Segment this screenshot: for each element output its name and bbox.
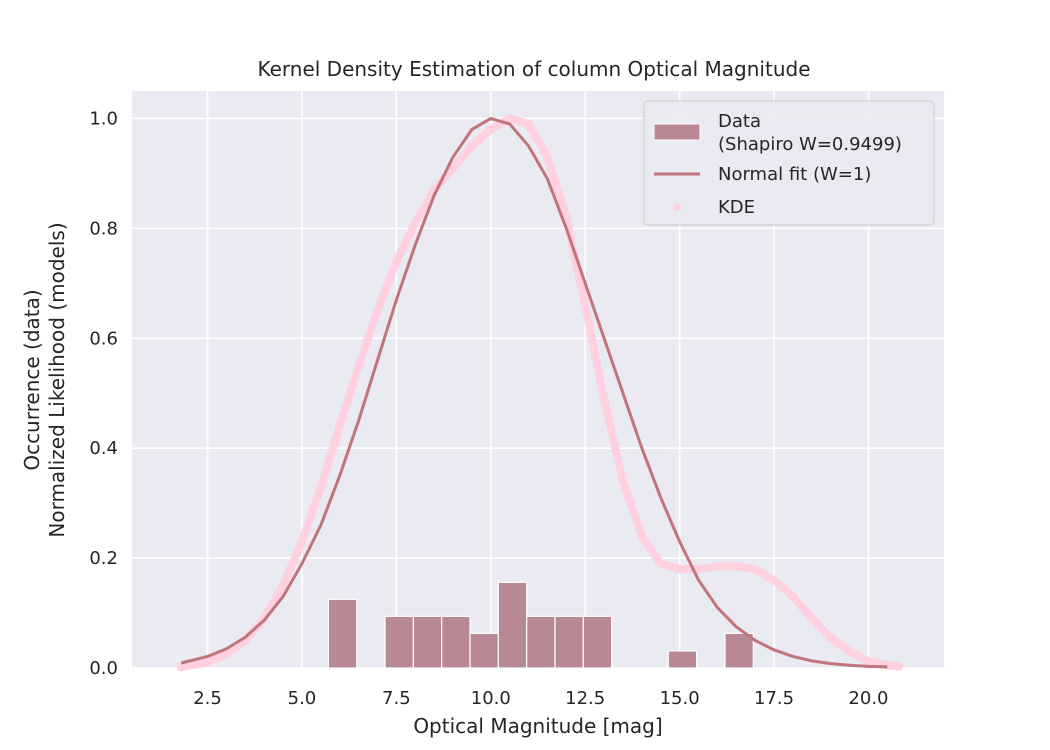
kde-point-1 <box>203 658 213 668</box>
kde-point-10 <box>372 306 382 316</box>
x-axis-title: Optical Magnitude [mag] <box>413 714 662 738</box>
y-tick-label: 0.0 <box>89 658 118 679</box>
histogram-bar-8 <box>582 615 613 669</box>
kde-point-31 <box>769 575 779 585</box>
histogram-bars <box>327 581 754 669</box>
kde-point-33 <box>807 614 817 624</box>
kde-point-23 <box>618 476 628 486</box>
kde-series <box>176 113 904 672</box>
histogram-bar-4 <box>469 632 499 669</box>
kde-point-25 <box>656 559 666 569</box>
kde-point-0 <box>176 662 186 672</box>
y-tick-label: 0.4 <box>89 438 118 459</box>
kde-point-22 <box>599 394 609 404</box>
kde-point-21 <box>580 300 590 310</box>
histogram-bar-0 <box>327 598 358 669</box>
kde-point-27 <box>694 564 704 574</box>
kde-point-36 <box>863 656 873 666</box>
kde-point-17 <box>505 113 515 123</box>
legend-histogram-swatch <box>653 123 701 141</box>
x-tick-label: 2.5 <box>193 688 222 709</box>
x-tick-label: 10.0 <box>471 688 511 709</box>
kde-point-30 <box>750 564 760 574</box>
kde-point-32 <box>788 592 798 602</box>
histogram-bar-9 <box>667 650 698 669</box>
y-tick-label: 0.8 <box>89 218 118 239</box>
kde-point-9 <box>354 361 364 371</box>
x-tick-label: 7.5 <box>382 688 411 709</box>
kde-point-16 <box>486 124 496 134</box>
kde-point-26 <box>675 564 685 574</box>
histogram-bar-2 <box>412 615 443 669</box>
kde-point-35 <box>845 647 855 657</box>
kde-point-18 <box>524 119 534 129</box>
x-tick-label: 17.5 <box>754 688 794 709</box>
y-axis-title-line-1: Occurrence (data) <box>20 289 44 470</box>
histogram-bar-10 <box>724 632 754 669</box>
kde-point-2 <box>221 649 231 659</box>
kde-point-12 <box>410 218 420 228</box>
histogram-bar-1 <box>384 615 414 669</box>
chart-title: Kernel Density Estimation of column Opti… <box>257 57 810 81</box>
histogram-bar-6 <box>526 615 556 669</box>
kde-point-14 <box>448 163 458 173</box>
y-axis-ticks: 0.0 0.2 0.4 0.6 0.8 1.0 <box>89 108 118 679</box>
legend-kde-marker <box>673 203 681 211</box>
normal-fit-line <box>180 116 888 669</box>
kde-point-24 <box>637 531 647 541</box>
kde-point-19 <box>542 152 552 162</box>
y-tick-label: 1.0 <box>89 108 118 129</box>
legend-box <box>643 100 935 226</box>
x-tick-label: 20.0 <box>848 688 888 709</box>
kde-point-28 <box>712 561 722 571</box>
kde-point-29 <box>731 561 741 571</box>
kde-point-11 <box>391 256 401 266</box>
legend-histogram-label-line-2: (Shapiro W=0.9499) <box>718 134 902 155</box>
kde-point-37 <box>882 660 892 670</box>
normal-fit-series <box>180 116 888 669</box>
y-axis-title: Occurrence (data) Normalized Likelihood … <box>20 222 69 537</box>
legend-normal-fit-label: Normal fit (W=1) <box>718 164 871 185</box>
kde-point-38 <box>894 661 904 671</box>
x-axis-ticks: 2.5 5.0 7.5 10.0 12.5 15.0 17.5 20.0 <box>193 688 888 709</box>
kde-point-7 <box>316 482 326 492</box>
kde-point-6 <box>297 537 307 547</box>
legend-kde-label: KDE <box>718 197 755 218</box>
legend-histogram-label-line-1: Data <box>718 111 761 132</box>
kde-point-34 <box>826 633 836 643</box>
kde-point-8 <box>335 421 345 431</box>
kde-point-15 <box>467 141 477 151</box>
x-tick-label: 5.0 <box>288 688 317 709</box>
x-tick-label: 15.0 <box>660 688 700 709</box>
legend: Data (Shapiro W=0.9499) Normal fit (W=1)… <box>643 100 935 226</box>
histogram-bar-3 <box>441 615 471 669</box>
y-tick-label: 0.6 <box>89 328 118 349</box>
kde-point-5 <box>278 581 288 591</box>
x-tick-label: 12.5 <box>565 688 605 709</box>
y-axis-title-line-2: Normalized Likelihood (models) <box>45 222 69 537</box>
histogram-bar-5 <box>497 581 528 669</box>
histogram-bar-7 <box>554 615 584 669</box>
y-tick-label: 0.2 <box>89 548 118 569</box>
